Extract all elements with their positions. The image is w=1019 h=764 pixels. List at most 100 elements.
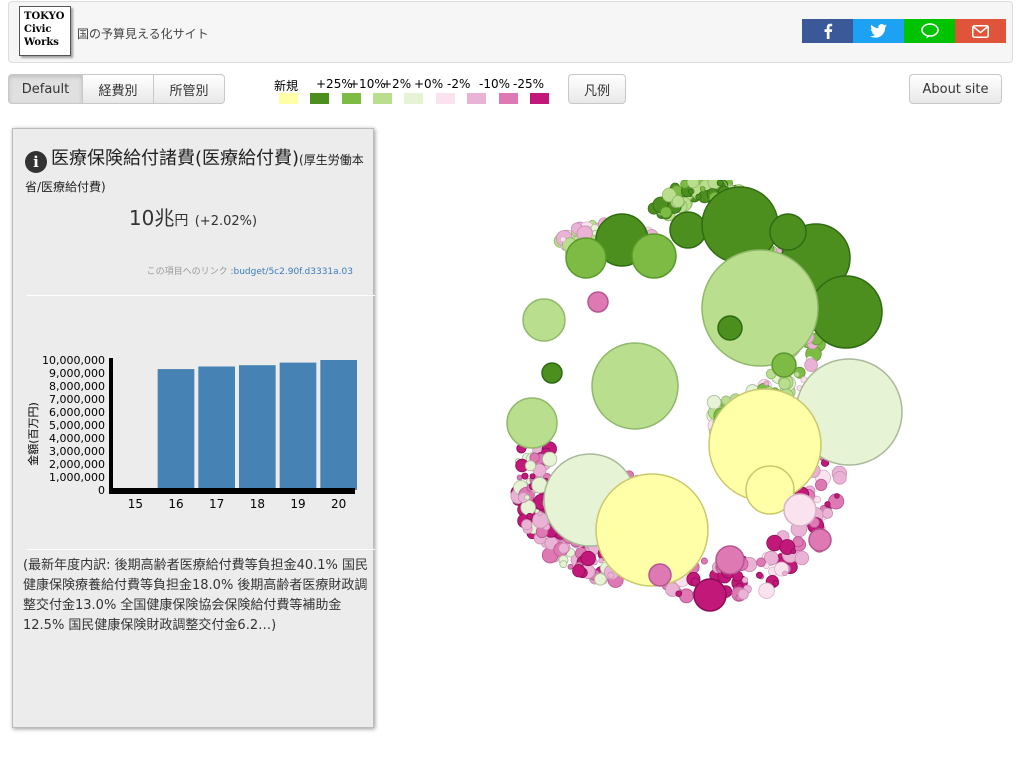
budget-bubble[interactable] (526, 512, 534, 520)
budget-bubble[interactable] (741, 576, 749, 584)
budget-bubble[interactable] (813, 495, 822, 504)
budget-bubble[interactable] (675, 590, 683, 598)
budget-bubble[interactable] (521, 519, 533, 531)
x-tick-label: 15 (128, 497, 143, 511)
budget-bubble[interactable] (559, 560, 568, 569)
budget-bubble[interactable] (524, 494, 530, 501)
budget-bubble[interactable] (769, 213, 807, 251)
budget-bubble[interactable] (715, 545, 745, 575)
legend-label: -10% (479, 77, 511, 91)
legend-swatch (499, 93, 518, 104)
budget-bubble[interactable] (717, 315, 743, 341)
budget-bubble[interactable] (541, 362, 563, 384)
budget-bubble[interactable] (669, 211, 707, 249)
budget-bubble[interactable] (758, 582, 775, 599)
line-share-button[interactable] (904, 19, 955, 43)
budget-bubble-chart[interactable] (500, 180, 920, 620)
budget-bubble[interactable] (772, 580, 779, 587)
budget-bubble[interactable] (686, 180, 700, 189)
budget-bubble[interactable] (648, 563, 672, 587)
budget-bubble[interactable] (824, 501, 831, 508)
y-tick-label: 0 (98, 484, 105, 497)
budget-bubble[interactable] (755, 571, 763, 579)
tokyo-civic-works-logo[interactable]: TOKYO Civic Works (19, 6, 71, 56)
budget-bubble[interactable] (778, 377, 791, 390)
budget-bubble[interactable] (598, 557, 604, 564)
budget-bubble[interactable] (567, 563, 574, 570)
legend-swatch (467, 93, 486, 104)
item-link[interactable]: :budget/5c2.90f.d3331a.03 (230, 267, 353, 277)
budget-bubble[interactable] (560, 236, 567, 243)
budget-bubble[interactable] (695, 193, 702, 200)
budget-bubble[interactable] (809, 275, 883, 349)
item-amount: 10兆円 (+2.02%) (13, 202, 373, 231)
info-icon: i (25, 151, 47, 173)
budget-bubble[interactable] (687, 188, 694, 195)
budget-bubble[interactable] (660, 206, 672, 219)
budget-bubble[interactable] (542, 451, 558, 467)
budget-bubble[interactable] (783, 493, 817, 527)
budget-bubble[interactable] (716, 180, 724, 187)
budget-bubble[interactable] (522, 298, 566, 342)
x-tick-label: 18 (250, 497, 265, 511)
budget-bubble[interactable] (565, 237, 607, 279)
view-default-button[interactable]: Default (8, 74, 83, 104)
budget-bubble[interactable] (671, 195, 685, 208)
budget-bubble[interactable] (661, 187, 677, 203)
budget-bubble[interactable] (756, 557, 766, 567)
budget-bubble[interactable] (764, 550, 779, 566)
budget-bubble[interactable] (631, 233, 677, 279)
budget-bubble[interactable] (834, 493, 840, 499)
facebook-share-button[interactable] (802, 19, 853, 43)
budget-bubble[interactable] (524, 460, 537, 472)
budget-bubble[interactable] (572, 564, 586, 578)
budget-bubble[interactable] (580, 550, 596, 567)
budget-bubble[interactable] (558, 542, 570, 554)
budget-bubble[interactable] (782, 570, 788, 577)
view-by-expense-button[interactable]: 経費別 (82, 74, 154, 104)
budget-bubble[interactable] (521, 472, 529, 480)
legend-label: +25% (316, 77, 353, 91)
budget-bubble[interactable] (808, 528, 832, 552)
about-site-button[interactable]: About site (909, 74, 1002, 104)
legend-label: -25% (513, 77, 545, 91)
budget-bubble[interactable] (804, 358, 818, 372)
budget-bubble[interactable] (745, 465, 795, 515)
budget-bubble[interactable] (700, 557, 708, 565)
budget-bubble[interactable] (822, 507, 834, 519)
y-tick-label: 1,000,000 (49, 471, 105, 484)
budget-bubble[interactable] (537, 511, 543, 517)
amount-value: 10兆 (128, 206, 175, 230)
budget-bubble[interactable] (737, 588, 749, 600)
budget-bubble[interactable] (790, 548, 797, 555)
budget-bubble[interactable] (701, 249, 819, 367)
legend-button[interactable]: 凡例 (568, 74, 626, 104)
amount-unit: 円 (174, 213, 189, 229)
twitter-share-button[interactable] (853, 19, 904, 43)
budget-bubble[interactable] (699, 186, 706, 192)
budget-bubble[interactable] (771, 352, 797, 378)
budget-bubble[interactable] (794, 550, 810, 566)
budget-bubble[interactable] (833, 470, 847, 485)
budget-bubble[interactable] (815, 478, 828, 492)
budget-bubble[interactable] (516, 474, 523, 481)
budget-bubble[interactable] (595, 473, 709, 587)
budget-bubble[interactable] (706, 394, 722, 410)
budget-bubble[interactable] (763, 380, 770, 387)
budget-bubble[interactable] (529, 473, 536, 480)
budget-bubble[interactable] (591, 342, 679, 430)
facebook-icon (824, 23, 832, 39)
budget-bubble[interactable] (506, 397, 558, 449)
budget-bubble[interactable] (587, 291, 609, 313)
mail-share-button[interactable] (955, 19, 1006, 43)
view-by-ministry-button[interactable]: 所管別 (153, 74, 225, 104)
legend-swatch (310, 93, 329, 104)
bar-fy20 (320, 360, 357, 490)
budget-bubble[interactable] (693, 578, 727, 612)
divider (27, 295, 375, 296)
y-tick-label: 8,000,000 (49, 380, 105, 393)
item-breakdown: (最新年度内訳: 後期高齢者医療給付費等負担金40.1% 国民健康保険療養給付費… (23, 558, 369, 633)
budget-bubble[interactable] (793, 371, 800, 378)
budget-bubble[interactable] (607, 571, 615, 579)
budget-bubble[interactable] (594, 573, 607, 586)
